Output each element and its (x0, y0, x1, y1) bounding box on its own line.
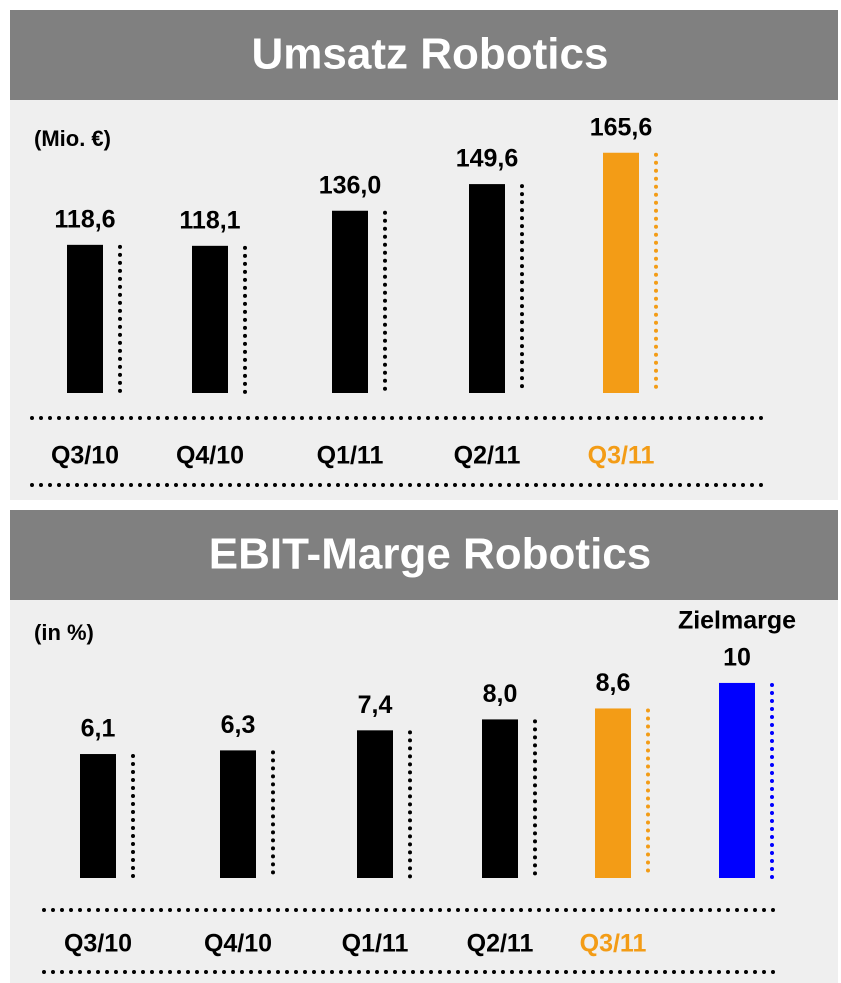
unit-label: (Mio. €) (34, 126, 111, 151)
category-label: Q3/11 (588, 442, 655, 470)
category-label: Q1/11 (317, 442, 384, 470)
bar (67, 244, 103, 393)
bar (220, 750, 256, 878)
value-label: 7,4 (358, 691, 393, 719)
category-label: Q2/11 (467, 930, 534, 958)
value-label: 118,6 (54, 205, 115, 233)
chart-title: Umsatz Robotics (252, 30, 609, 79)
value-label: 149,6 (456, 145, 519, 173)
category-label: Q3/10 (51, 442, 119, 470)
chart-title: EBIT-Marge Robotics (209, 530, 652, 579)
header (10, 10, 838, 100)
category-label: Q2/11 (454, 442, 521, 470)
bar (80, 754, 116, 878)
category-label: Q4/10 (176, 442, 244, 470)
bar (482, 719, 518, 878)
value-label: 8,0 (483, 680, 518, 708)
bar (469, 184, 505, 393)
category-label: Q3/10 (64, 930, 132, 958)
value-label: 6,1 (81, 715, 116, 743)
category-label: Q4/10 (204, 930, 272, 958)
value-label: 118,1 (179, 206, 240, 234)
value-label: 165,6 (590, 113, 653, 141)
value-label: 136,0 (319, 171, 382, 199)
value-label: 6,3 (221, 711, 256, 739)
value-label: 10 (723, 644, 751, 672)
unit-label: (in %) (34, 620, 94, 645)
annotation: Zielmarge (678, 607, 796, 635)
category-label: Q3/11 (580, 930, 647, 958)
bar (603, 152, 639, 393)
value-label: 8,6 (596, 669, 631, 697)
bar (719, 682, 755, 878)
bar (192, 245, 228, 393)
bar (595, 708, 631, 878)
category-label: Q1/11 (342, 930, 409, 958)
bar (357, 730, 393, 878)
bar (332, 210, 368, 393)
header (10, 510, 838, 600)
